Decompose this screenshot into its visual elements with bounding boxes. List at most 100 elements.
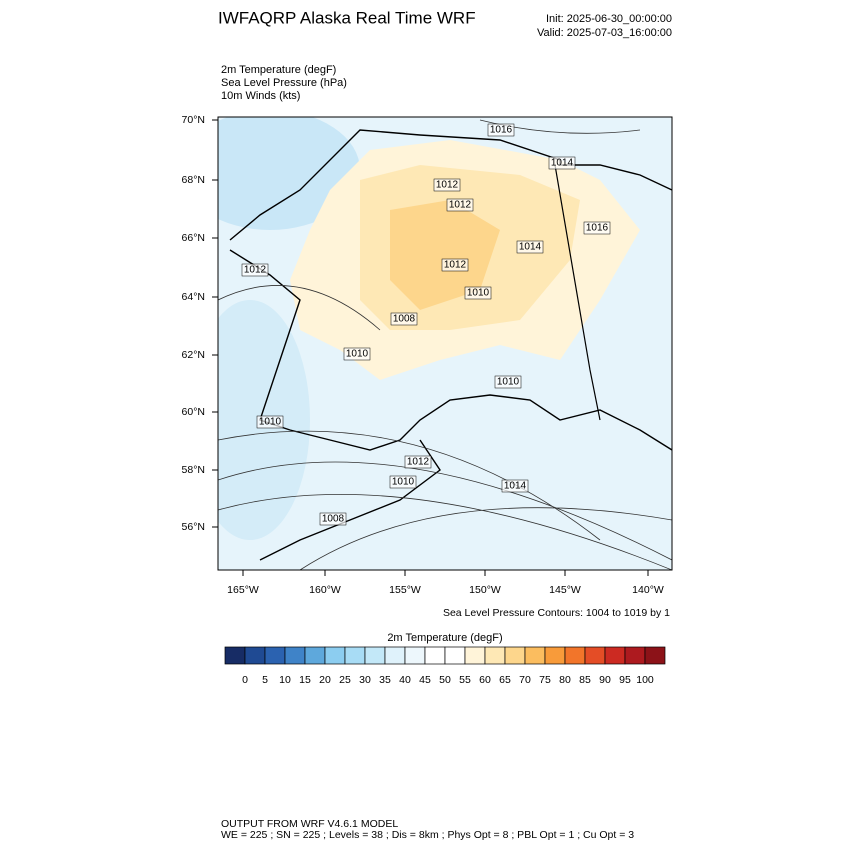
colorbar-label: 20 [319,674,331,686]
colorbar-label: 5 [262,674,268,686]
border [554,164,601,421]
colorbar-swatch [404,646,426,665]
colorbar-label: 40 [399,674,411,686]
colorbar-swatch [444,646,466,665]
valid-time: Valid: 2025-07-03_16:00:00 [537,27,672,39]
lat-label: 68°N [182,174,205,186]
cool-region [218,300,310,540]
colorbar-label: 90 [599,674,611,686]
colorbar-swatch [324,646,346,665]
contour-label: 1012 [436,180,459,191]
colorbar-label: 45 [419,674,431,686]
colorbar-swatch [344,646,366,665]
colorbar-swatch [644,646,666,665]
contour-label-box [516,240,544,254]
colorbar-title: 2m Temperature (degF) [387,632,502,644]
contour-label-box [548,156,576,170]
contour-label: 1014 [551,158,574,169]
contour-label-box [583,221,611,235]
lat-label: 56°N [182,521,205,533]
lat-label: 62°N [182,349,205,361]
colorbar-swatch [364,646,386,665]
colorbar-swatch [304,646,326,665]
lon-label: 145°W [549,584,581,596]
colorbar-swatch [624,646,646,665]
colorbar-label: 55 [459,674,471,686]
colorbar-swatch [264,646,286,665]
contour-label-box [433,178,461,192]
colorbar-label: 70 [519,674,531,686]
colorbar-label: 100 [636,674,654,686]
colorbar-label: 75 [539,674,551,686]
contour-label-box [501,479,529,493]
contour-label: 1012 [444,260,467,271]
lat-label: 70°N [182,114,205,126]
colorbar-swatch [524,646,546,665]
lon-label: 150°W [469,584,501,596]
contour-label: 1014 [504,481,527,492]
colorbar-swatch [564,646,586,665]
lat-label: 64°N [182,291,205,303]
contour-label-box [464,286,492,300]
warm-region [390,200,500,310]
colorbar-label: 50 [439,674,451,686]
contour-label: 1010 [392,477,415,488]
map-frame [217,116,673,571]
contour-label-box [441,258,469,272]
colorbar-label: 30 [359,674,371,686]
contour-label: 1010 [346,349,369,360]
lat-label: 58°N [182,464,205,476]
colorbar-swatch [244,646,266,665]
field-label: 2m Temperature (degF) [221,64,336,76]
contour-label-box [256,415,284,429]
contour-label: 1008 [322,514,345,525]
colorbar-label: 80 [559,674,571,686]
contour-label: 1014 [519,242,542,253]
colorbar-label: 35 [379,674,391,686]
title: IWFAQRP Alaska Real Time WRF [218,8,476,27]
contour-label: 1016 [490,125,513,136]
contour-label-box [319,512,347,526]
colorbar-swatch [284,646,306,665]
colorbar-swatch [224,646,246,665]
contour-label-box [487,123,515,137]
lon-label: 165°W [227,584,259,596]
contour-label: 1016 [586,223,609,234]
contour-label: 1008 [393,314,416,325]
colorbar-label: 0 [242,674,248,686]
colorbar-swatch [424,646,446,665]
coastline [229,129,672,561]
colorbar-label: 95 [619,674,631,686]
map-area [218,117,672,570]
colorbar-label: 10 [279,674,291,686]
field-label: Sea Level Pressure (hPa) [221,77,347,89]
contour-label: 1012 [449,200,472,211]
contour-label: 1012 [244,265,267,276]
contour-label-box [494,375,522,389]
contour-label-box [343,347,371,361]
lat-label: 66°N [182,232,205,244]
colorbar-swatch [584,646,606,665]
contour-note: Sea Level Pressure Contours: 1004 to 101… [443,607,670,619]
colorbar-label: 60 [479,674,491,686]
pressure-contour [218,119,672,570]
footer: WE = 225 ; SN = 225 ; Levels = 38 ; Dis … [221,829,634,841]
colorbar-swatch [504,646,526,665]
contour-label: 1010 [467,288,490,299]
contour-label-box [389,475,417,489]
lon-label: 160°W [309,584,341,596]
lon-label: 155°W [389,584,421,596]
contour-label-box [390,312,418,326]
contour-label-box [241,263,269,277]
contour-label: 1010 [259,417,282,428]
colorbar-label: 15 [299,674,311,686]
contour-label-box [404,455,432,469]
contour-label: 1012 [407,457,430,468]
colorbar-swatch [464,646,486,665]
colorbar-swatch [484,646,506,665]
contour-label-box [446,198,474,212]
colorbar-label: 65 [499,674,511,686]
lat-label: 60°N [182,406,205,418]
